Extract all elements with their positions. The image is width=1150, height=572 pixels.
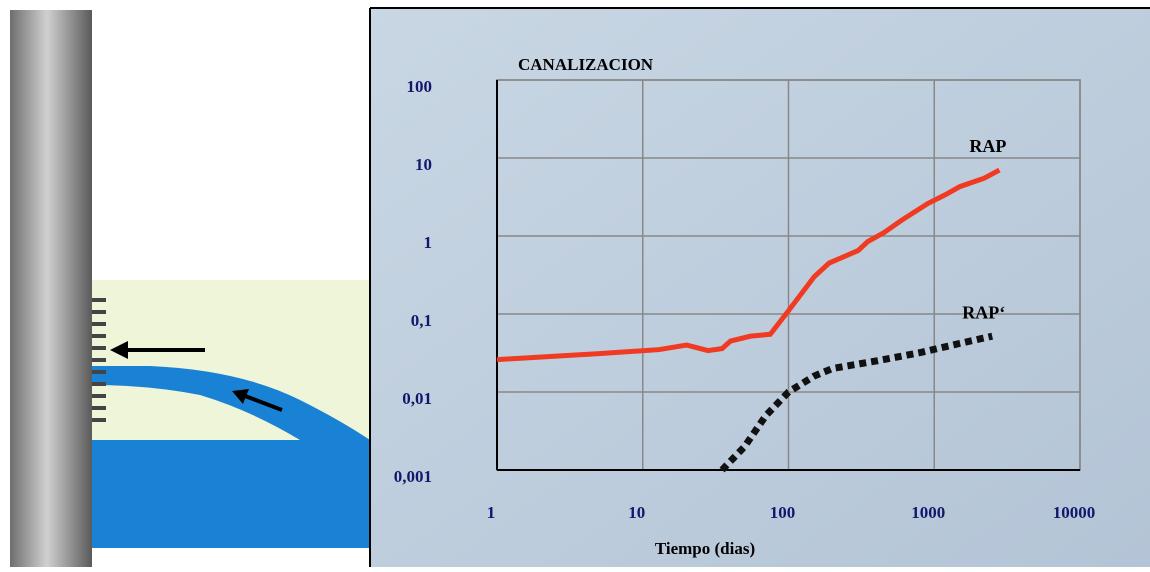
- series-line: [496, 167, 1001, 363]
- x-tick-label: 10000: [1053, 503, 1096, 522]
- x-tick-label: 100: [770, 503, 796, 522]
- chart-title: CANALIZACION: [518, 55, 654, 74]
- water-zone: [92, 440, 370, 548]
- y-tick-label: 100: [407, 77, 433, 96]
- flow-arrows: [110, 341, 283, 412]
- water-channel: [92, 366, 370, 440]
- chart-panel: [370, 8, 1150, 567]
- x-axis-label: Tiempo (dias): [655, 539, 755, 558]
- y-tick-label: 0,01: [402, 389, 432, 408]
- y-tick-label: 0,1: [411, 311, 432, 330]
- x-tick-label: 1000: [911, 503, 945, 522]
- x-tick-label: 10: [628, 503, 645, 522]
- y-tick-label: 0,001: [394, 467, 432, 486]
- y-tick-label: 1: [424, 233, 433, 252]
- x-tick-label: 1: [487, 503, 496, 522]
- well-diagram: [10, 10, 370, 567]
- perforations: [92, 298, 106, 422]
- series-line: [719, 332, 994, 473]
- series-label: RAP‘: [962, 302, 1005, 322]
- y-tick-label: 10: [415, 155, 432, 174]
- well-pipe: [10, 10, 92, 567]
- series-label: RAP: [969, 136, 1006, 156]
